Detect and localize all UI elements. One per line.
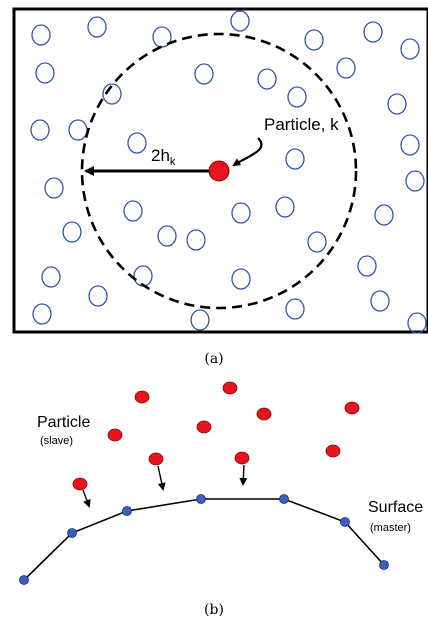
surface-node xyxy=(279,494,289,504)
neighbor-particle xyxy=(230,10,250,32)
influence-radius-circle xyxy=(80,32,358,310)
slave-particle xyxy=(256,407,272,421)
neighbor-particle xyxy=(190,309,210,331)
neighbor-particle xyxy=(405,170,425,192)
neighbor-particle xyxy=(304,29,324,51)
neighbor-particle xyxy=(370,290,390,312)
particle-sublabel: (slave) xyxy=(40,435,73,447)
particle-label: Particle xyxy=(37,414,90,431)
surface-node xyxy=(196,494,206,504)
neighbor-particle xyxy=(231,268,251,290)
surface-node xyxy=(122,506,132,516)
surface-node xyxy=(379,560,389,570)
contact-arrows xyxy=(82,464,248,508)
caption-a: (a) xyxy=(204,351,223,367)
slave-particle xyxy=(148,452,164,466)
neighbor-particle xyxy=(133,265,153,287)
neighbor-particle xyxy=(287,86,307,108)
panel-b: Particle (slave) Surface (master) xyxy=(19,381,423,585)
neighbor-particle xyxy=(231,202,251,224)
neighbor-particle xyxy=(30,119,50,141)
slave-particle xyxy=(325,444,341,458)
surface-nodes xyxy=(19,494,389,585)
slave-particle xyxy=(222,381,238,395)
neighbor-particle xyxy=(186,229,206,251)
contact-arrow xyxy=(82,489,91,508)
caption-b: (b) xyxy=(204,602,224,618)
neighbor-particle xyxy=(88,285,108,307)
contact-arrow xyxy=(239,464,248,486)
neighbor-particle xyxy=(87,16,107,38)
slave-particle xyxy=(234,451,250,465)
neighbor-particles xyxy=(30,10,427,334)
contact-arrow xyxy=(157,465,166,491)
surface-label: Surface xyxy=(368,499,423,516)
neighbor-particle xyxy=(257,68,277,90)
neighbor-particle xyxy=(62,221,82,243)
particle-pointer-arrow xyxy=(232,137,263,167)
domain-frame xyxy=(12,7,428,334)
surface-node xyxy=(340,517,350,527)
neighbor-particle xyxy=(44,177,64,199)
neighbor-particle xyxy=(157,225,177,247)
slave-particle xyxy=(196,420,212,434)
slave-particle xyxy=(107,428,123,442)
neighbor-particle xyxy=(32,303,52,325)
neighbor-particle xyxy=(68,119,88,141)
neighbor-particle xyxy=(123,200,143,222)
surface-node xyxy=(19,575,29,585)
neighbor-particle xyxy=(307,231,327,253)
neighbor-particle xyxy=(35,62,55,84)
neighbor-particle xyxy=(407,312,427,334)
center-particle-label: Particle, k xyxy=(264,115,339,134)
surface-node xyxy=(67,528,77,538)
slave-particles xyxy=(72,381,360,491)
neighbor-particle xyxy=(387,93,407,115)
surface-line xyxy=(23,498,385,581)
neighbor-particle xyxy=(400,134,420,156)
neighbor-particle xyxy=(31,24,51,46)
neighbor-particle xyxy=(152,26,172,48)
slave-particle xyxy=(72,477,88,491)
neighbor-particle xyxy=(285,298,305,320)
center-particle xyxy=(208,160,230,182)
neighbor-particle xyxy=(102,83,122,105)
neighbor-particle xyxy=(363,21,383,43)
neighbor-particle xyxy=(336,57,356,79)
slave-particle xyxy=(344,401,360,415)
radius-label: 2hk xyxy=(151,146,176,168)
neighbor-particle xyxy=(194,63,214,85)
neighbor-particle xyxy=(285,148,305,170)
neighbor-particle xyxy=(275,196,295,218)
surface-sublabel: (master) xyxy=(370,522,411,534)
neighbor-particle xyxy=(41,266,61,288)
neighbor-particle xyxy=(374,204,394,226)
slave-particle xyxy=(134,390,150,404)
neighbor-particle xyxy=(127,132,147,154)
neighbor-particle xyxy=(400,38,420,60)
panel-a: 2hk Particle, k xyxy=(12,7,428,334)
neighbor-particle xyxy=(357,255,377,277)
